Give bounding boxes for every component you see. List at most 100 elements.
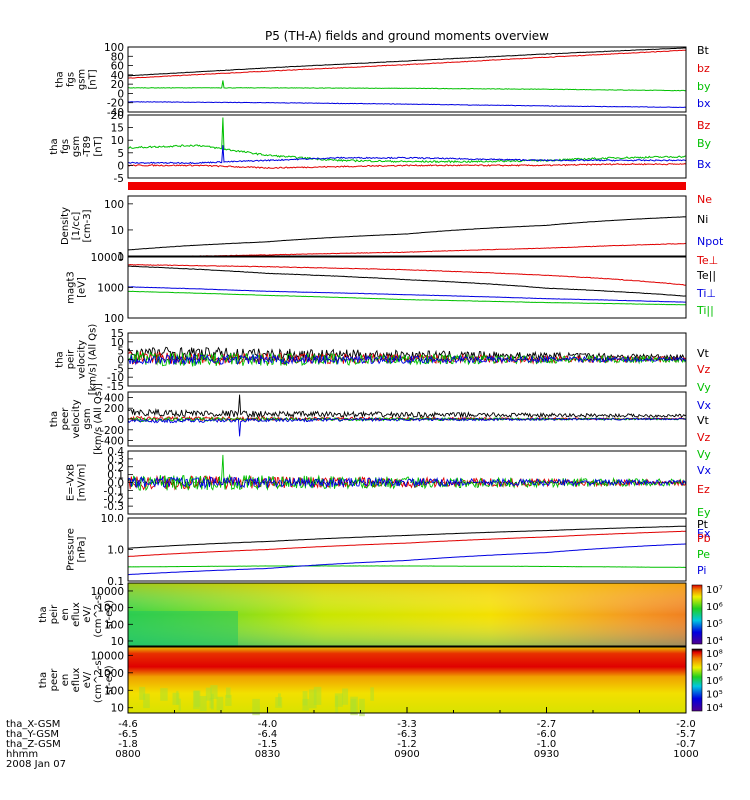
y-axis-label: velocity bbox=[71, 399, 82, 438]
colorbar-tick-label: 10⁴ bbox=[706, 636, 723, 647]
series-line-Pi bbox=[128, 543, 686, 576]
y-tick-label: 10.0 bbox=[101, 513, 124, 525]
colorbar-tick-label: 10⁶ bbox=[706, 676, 723, 687]
legend-entry-Vx: Vx bbox=[697, 464, 712, 477]
y-axis-label: [mV/m] bbox=[77, 464, 88, 502]
panel-9: 10⁷ 10⁶ 10⁵ 10⁴ 10000 1000 100 10 tha peir en eflux… bbox=[38, 582, 723, 648]
legend-entry-Bz: Bz bbox=[697, 119, 711, 132]
separator-bar bbox=[128, 182, 686, 190]
plot-area bbox=[128, 47, 686, 112]
spectrogram-patch bbox=[359, 698, 365, 717]
series-line-Vx bbox=[128, 353, 686, 366]
spectrogram-patch bbox=[335, 695, 339, 713]
series-line-Ni bbox=[128, 216, 686, 251]
spectrogram-patch bbox=[342, 688, 349, 705]
spectrogram-patch bbox=[302, 691, 308, 706]
x-row-label: tha_Z-GSM bbox=[6, 739, 61, 750]
series-group bbox=[128, 117, 686, 169]
colorbar bbox=[691, 648, 703, 712]
series-group bbox=[128, 47, 686, 109]
series-line-Bx bbox=[128, 145, 686, 165]
y-tick-label: 40 bbox=[111, 70, 124, 82]
spectrogram-patch bbox=[178, 698, 181, 711]
spectrogram-patch bbox=[160, 688, 168, 701]
spectrogram-patch bbox=[313, 686, 322, 705]
x-row-value: -6.4 bbox=[258, 729, 278, 740]
y-axis-label: velocity bbox=[77, 340, 88, 379]
colorbar-tick-label: 10⁵ bbox=[706, 619, 723, 630]
spectrogram-patch bbox=[225, 694, 232, 706]
y-tick-label: 5 bbox=[117, 346, 124, 358]
series-line-Te⊥ bbox=[128, 263, 686, 286]
y-tick-label: -5 bbox=[114, 173, 124, 185]
spectrogram-patch bbox=[192, 690, 200, 710]
y-tick-label: -0.3 bbox=[104, 501, 125, 513]
spectrogram-patch bbox=[334, 693, 343, 707]
y-tick-label: 1.0 bbox=[107, 545, 124, 557]
y-axis-label: [km/s] (All Qs) bbox=[88, 324, 99, 396]
series-line-Vt bbox=[128, 394, 686, 419]
legend-entry-Pb: Pb bbox=[697, 532, 711, 545]
spectrogram-patch bbox=[216, 696, 224, 711]
x-row-value: -4.6 bbox=[118, 719, 138, 730]
y-tick-label: 20 bbox=[111, 110, 124, 122]
legend-entry-bx: bx bbox=[697, 97, 711, 110]
legend-entry-Ti⊥: Ti⊥ bbox=[696, 287, 716, 300]
y-axis-label: peir bbox=[66, 349, 77, 369]
spectrogram-patch bbox=[143, 693, 150, 709]
y-tick-label: 10 bbox=[111, 337, 124, 349]
x-row-value: 0930 bbox=[534, 749, 559, 760]
legend-entry-Pt: Pt bbox=[697, 518, 709, 531]
x-axis-annotation: tha_X-GSM -4.6 -4.0 -3.3 -2.7 -2.0 tha_Y-GSM -6… bbox=[6, 707, 699, 770]
plot-area bbox=[128, 257, 686, 318]
y-tick-label: 10 bbox=[111, 135, 124, 147]
y-tick-label: 100 bbox=[104, 619, 124, 631]
series-group bbox=[128, 525, 686, 576]
series-line-By bbox=[128, 117, 686, 164]
x-row-label: tha_Y-GSM bbox=[6, 729, 59, 740]
y-axis-label: tha bbox=[38, 672, 49, 688]
series-line-Ti|| bbox=[128, 290, 686, 306]
colorbar-tick-label: 10⁵ bbox=[706, 690, 723, 701]
x-row-value: 0830 bbox=[255, 749, 280, 760]
y-axis-label: tha bbox=[49, 138, 60, 154]
series-line-Bz bbox=[128, 162, 686, 169]
series-line-Vx bbox=[128, 417, 686, 437]
y-tick-label: -15 bbox=[107, 381, 124, 393]
y-tick-label: -400 bbox=[100, 436, 124, 448]
spectrogram-patch bbox=[139, 686, 146, 700]
y-tick-label: 400 bbox=[104, 392, 124, 404]
x-row-value: 1000 bbox=[673, 749, 698, 760]
y-tick-label: -0.2 bbox=[104, 493, 125, 505]
y-tick-label: 5 bbox=[117, 148, 124, 160]
legend-entry-Vy: Vy bbox=[697, 381, 711, 394]
y-tick-label: 0.4 bbox=[107, 446, 124, 458]
series-line-Te|| bbox=[128, 265, 686, 297]
x-row-value: -1.0 bbox=[537, 739, 557, 750]
spectrogram-patch bbox=[275, 697, 283, 708]
panel-10: 10⁸ 10⁷ 10⁶ 10⁵ 10⁴ 10000 1000 100 10 tha peer en ef… bbox=[38, 646, 723, 717]
y-tick-label: 0.0 bbox=[107, 478, 124, 490]
y-axis-label: eV/ bbox=[82, 606, 93, 623]
y-axis-label: [eV] bbox=[77, 277, 88, 298]
series-line-by bbox=[128, 80, 686, 92]
x-row-value: -6.3 bbox=[397, 729, 417, 740]
spectrogram-patch bbox=[199, 696, 207, 712]
y-tick-label: 100 bbox=[104, 42, 124, 54]
y-tick-label: 100 bbox=[104, 313, 124, 325]
y-axis-label: peer bbox=[49, 668, 60, 692]
x-row-value: -2.7 bbox=[537, 719, 557, 730]
y-tick-label: 0 bbox=[117, 160, 124, 172]
spectrogram-patch bbox=[209, 698, 214, 709]
legend-entry-Bt: Bt bbox=[697, 44, 710, 57]
y-axis-label: gsm bbox=[82, 408, 93, 429]
colorbar bbox=[691, 584, 703, 645]
y-axis-label: eV/ bbox=[82, 671, 93, 688]
y-tick-label: 0 bbox=[117, 355, 124, 367]
plot-frame bbox=[127, 46, 687, 113]
